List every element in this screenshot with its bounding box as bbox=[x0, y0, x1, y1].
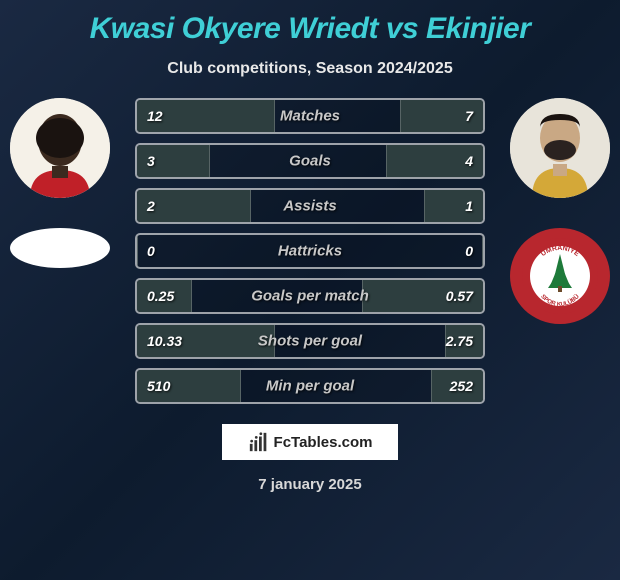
stat-value-right: 0.57 bbox=[446, 288, 473, 304]
stat-value-left: 0.25 bbox=[147, 288, 174, 304]
stat-label: Hattricks bbox=[278, 243, 342, 260]
stat-row: 0.25 Goals per match 0.57 bbox=[135, 278, 485, 314]
stat-label: Matches bbox=[280, 108, 340, 125]
left-club-logo bbox=[10, 228, 110, 268]
stat-value-left: 510 bbox=[147, 378, 170, 394]
stat-value-left: 2 bbox=[147, 198, 155, 214]
page-title: Kwasi Okyere Wriedt vs Ekinjier bbox=[90, 12, 531, 46]
stat-value-right: 1 bbox=[465, 198, 473, 214]
player-silhouette-icon bbox=[10, 98, 110, 198]
date-label: 7 january 2025 bbox=[258, 476, 361, 493]
stat-bar-right bbox=[482, 235, 483, 267]
stat-row: 510 Min per goal 252 bbox=[135, 368, 485, 404]
left-player-avatar bbox=[10, 98, 110, 198]
stat-value-right: 2.75 bbox=[446, 333, 473, 349]
stat-value-left: 0 bbox=[147, 243, 155, 259]
stat-value-right: 7 bbox=[465, 108, 473, 124]
stat-row: 10.33 Shots per goal 2.75 bbox=[135, 323, 485, 359]
right-club-logo: ÜMRANIYE SPOR KULÜBÜ bbox=[510, 228, 610, 324]
stat-label: Assists bbox=[283, 198, 336, 215]
subtitle: Club competitions, Season 2024/2025 bbox=[167, 60, 452, 78]
stat-bar-right bbox=[424, 190, 483, 222]
stat-row: 0 Hattricks 0 bbox=[135, 233, 485, 269]
comparison-card: Kwasi Okyere Wriedt vs Ekinjier Club com… bbox=[0, 0, 620, 580]
stat-row: 3 Goals 4 bbox=[135, 143, 485, 179]
footer-brand-text: FcTables.com bbox=[274, 434, 373, 451]
stat-bar-left bbox=[137, 235, 138, 267]
stat-value-left: 10.33 bbox=[147, 333, 182, 349]
stat-label: Shots per goal bbox=[258, 333, 362, 350]
stat-value-left: 12 bbox=[147, 108, 163, 124]
right-player-avatar bbox=[510, 98, 610, 198]
right-player-column: ÜMRANIYE SPOR KULÜBÜ bbox=[510, 98, 610, 324]
main-area: ÜMRANIYE SPOR KULÜBÜ 12 Matches 7 3 Goals 4 2 A… bbox=[0, 98, 620, 404]
player-silhouette-icon bbox=[510, 98, 610, 198]
stat-row: 12 Matches 7 bbox=[135, 98, 485, 134]
left-player-column bbox=[10, 98, 110, 268]
stat-value-right: 252 bbox=[450, 378, 473, 394]
stat-label: Goals per match bbox=[251, 288, 369, 305]
stat-label: Min per goal bbox=[266, 378, 354, 395]
stat-value-right: 0 bbox=[465, 243, 473, 259]
stats-list: 12 Matches 7 3 Goals 4 2 Assists 1 0 Hattricks 0 0.2… bbox=[135, 98, 485, 404]
stat-value-left: 3 bbox=[147, 153, 155, 169]
stat-value-right: 4 bbox=[465, 153, 473, 169]
stat-label: Goals bbox=[289, 153, 331, 170]
chart-icon bbox=[248, 431, 270, 453]
footer-brand[interactable]: FcTables.com bbox=[222, 424, 398, 460]
stat-row: 2 Assists 1 bbox=[135, 188, 485, 224]
club-emblem-icon: ÜMRANIYE SPOR KULÜBÜ bbox=[520, 236, 600, 316]
